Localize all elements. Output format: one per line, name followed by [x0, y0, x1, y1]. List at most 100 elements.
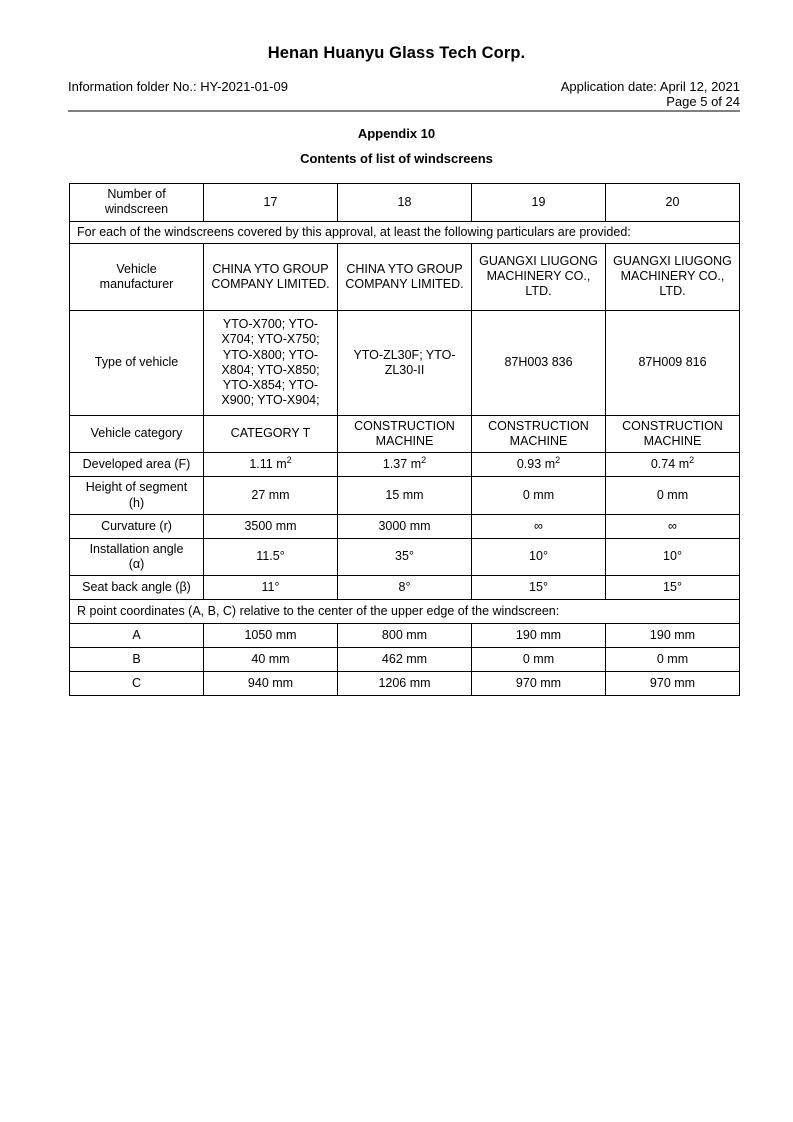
row-label-seat-back-angle: Seat back angle (β) [69, 575, 204, 601]
appendix-title: Appendix 10 [357, 126, 436, 141]
cell-windscreen-number-4: 20 [605, 183, 740, 222]
table-row-developed-area: Developed area (F) 1.11 m2 1.37 m2 0.93 … [69, 452, 740, 478]
document-meta-row: Information folder No.: HY-2021-01-09 Ap… [68, 79, 740, 110]
cell-windscreen-number-2: 18 [337, 183, 472, 222]
row-label-developed-area: Developed area (F) [69, 452, 204, 478]
cell-coordinate-a-3: 190 mm [471, 623, 606, 649]
cell-particulars-note: For each of the windscreens covered by t… [69, 220, 740, 244]
value: 1.37 [382, 457, 408, 472]
row-label-coordinate-c: C [69, 671, 204, 697]
cell-installation-angle-1: 11.5° [203, 537, 338, 577]
cell-vehicle-category-2: CONSTRUCTION MACHINE [337, 414, 472, 454]
cell-installation-angle-3: 10° [471, 537, 606, 577]
information-folder-number: Information folder No.: HY-2021-01-09 [68, 79, 288, 94]
appendix-subtitle: Contents of list of windscreens [300, 151, 493, 166]
table-row-windscreen-number: Number of windscreen 17 18 19 20 [69, 183, 740, 222]
unit-exponent: 2 [689, 454, 695, 465]
cell-developed-area-4: 0.74 m2 [605, 452, 740, 478]
table-row-manufacturer: Vehicle manufacturer CHINA YTO GROUP COM… [69, 242, 740, 311]
company-title: Henan Huanyu Glass Tech Corp. [267, 44, 526, 62]
value: 0.74 [650, 457, 676, 472]
cell-coordinate-a-2: 800 mm [337, 623, 472, 649]
row-label-vehicle-type: Type of vehicle [69, 309, 204, 416]
table-row-seat-back-angle: Seat back angle (β) 11° 8° 15° 15° [69, 575, 740, 601]
cell-developed-area-2: 1.37 m2 [337, 452, 472, 478]
cell-seat-back-angle-3: 15° [471, 575, 606, 601]
cell-developed-area-1: 1.11 m2 [203, 452, 338, 478]
row-label-line1: Installation angle [89, 541, 184, 556]
cell-coordinate-a-4: 190 mm [605, 623, 740, 649]
cell-installation-angle-4: 10° [605, 537, 740, 577]
cell-r-point-note: R point coordinates (A, B, C) relative t… [69, 599, 740, 625]
cell-manufacturer-1: CHINA YTO GROUP COMPANY LIMITED. [203, 242, 338, 311]
cell-coordinate-a-1: 1050 mm [203, 623, 338, 649]
cell-coordinate-c-1: 940 mm [203, 671, 338, 697]
table-row-installation-angle: Installation angle (α) 11.5° 35° 10° 10° [69, 537, 740, 577]
application-date: Application date: April 12, 2021 [560, 79, 740, 94]
cell-vehicle-category-3: CONSTRUCTION MACHINE [471, 414, 606, 454]
row-label-line2: (α) [128, 557, 145, 571]
cell-coordinate-b-4: 0 mm [605, 647, 740, 673]
table-row-particulars-note: For each of the windscreens covered by t… [69, 220, 740, 244]
row-label-curvature: Curvature (r) [69, 513, 204, 539]
cell-curvature-4: ∞ [605, 513, 740, 539]
unit: m [678, 457, 690, 472]
cell-vehicle-category-4: CONSTRUCTION MACHINE [605, 414, 740, 454]
unit: m [544, 457, 556, 472]
cell-coordinate-c-2: 1206 mm [337, 671, 472, 697]
cell-vehicle-type-2: YTO-ZL30F; YTO-ZL30-II [337, 309, 472, 416]
cell-height-of-segment-3: 0 mm [471, 476, 606, 515]
cell-curvature-2: 3000 mm [337, 513, 472, 539]
unit: m [276, 457, 287, 472]
cell-windscreen-number-3: 19 [471, 183, 606, 222]
row-label-line2: manufacturer [99, 276, 174, 291]
unit: m [410, 457, 422, 472]
row-label-line1: Number of [107, 187, 166, 201]
table-row-r-point-note: R point coordinates (A, B, C) relative t… [69, 599, 740, 625]
cell-manufacturer-2: CHINA YTO GROUP COMPANY LIMITED. [337, 242, 472, 311]
cell-installation-angle-2: 35° [337, 537, 472, 577]
page-number: Page 5 of 24 [666, 94, 740, 110]
row-label-line2: (h) [128, 495, 145, 510]
cell-seat-back-angle-4: 15° [605, 575, 740, 601]
cell-height-of-segment-2: 15 mm [337, 476, 472, 515]
cell-height-of-segment-1: 27 mm [203, 476, 338, 515]
table-row-coordinate-a: A 1050 mm 800 mm 190 mm 190 mm [69, 623, 740, 649]
cell-seat-back-angle-1: 11° [203, 575, 338, 601]
cell-coordinate-b-2: 462 mm [337, 647, 472, 673]
row-label-coordinate-b: B [69, 647, 204, 673]
cell-coordinate-b-3: 0 mm [471, 647, 606, 673]
cell-curvature-1: 3500 mm [203, 513, 338, 539]
row-label-windscreen-number: Number of windscreen [69, 183, 204, 222]
cell-vehicle-type-4: 87H009 816 [605, 309, 740, 416]
cell-curvature-3: ∞ [471, 513, 606, 539]
value: 1.11 [249, 457, 273, 472]
windscreens-table: Number of windscreen 17 18 19 20 For eac… [69, 183, 740, 697]
unit-exponent: 2 [286, 454, 292, 465]
row-label-installation-angle: Installation angle (α) [69, 537, 204, 577]
cell-manufacturer-4: GUANGXI LIUGONG MACHINERY CO., LTD. [605, 242, 740, 311]
table-row-curvature: Curvature (r) 3500 mm 3000 mm ∞ ∞ [69, 513, 740, 539]
cell-vehicle-type-1: YTO-X700; YTO-X704; YTO-X750; YTO-X800; … [203, 309, 338, 416]
row-label-manufacturer: Vehicle manufacturer [69, 242, 204, 311]
header-divider [68, 110, 740, 112]
row-label-vehicle-category: Vehicle category [69, 414, 204, 454]
value: 0.93 [516, 457, 542, 472]
cell-coordinate-b-1: 40 mm [203, 647, 338, 673]
application-meta: Application date: April 12, 2021 Page 5 … [561, 79, 740, 110]
table-row-coordinate-c: C 940 mm 1206 mm 970 mm 970 mm [69, 671, 740, 697]
cell-coordinate-c-3: 970 mm [471, 671, 606, 697]
table-row-height-of-segment: Height of segment (h) 27 mm 15 mm 0 mm 0… [69, 476, 740, 515]
row-label-height-of-segment: Height of segment (h) [69, 476, 204, 515]
table-row-coordinate-b: B 40 mm 462 mm 0 mm 0 mm [69, 647, 740, 673]
cell-seat-back-angle-2: 8° [337, 575, 472, 601]
cell-windscreen-number-1: 17 [203, 183, 338, 222]
table-row-vehicle-category: Vehicle category CATEGORY T CONSTRUCTION… [69, 414, 740, 454]
cell-vehicle-category-1: CATEGORY T [203, 414, 338, 454]
unit-exponent: 2 [421, 454, 427, 465]
row-label-line2: windscreen [104, 202, 169, 217]
row-label-line1: Vehicle [116, 261, 157, 276]
unit-exponent: 2 [555, 454, 561, 465]
row-label-line1: Height of segment [85, 480, 188, 495]
